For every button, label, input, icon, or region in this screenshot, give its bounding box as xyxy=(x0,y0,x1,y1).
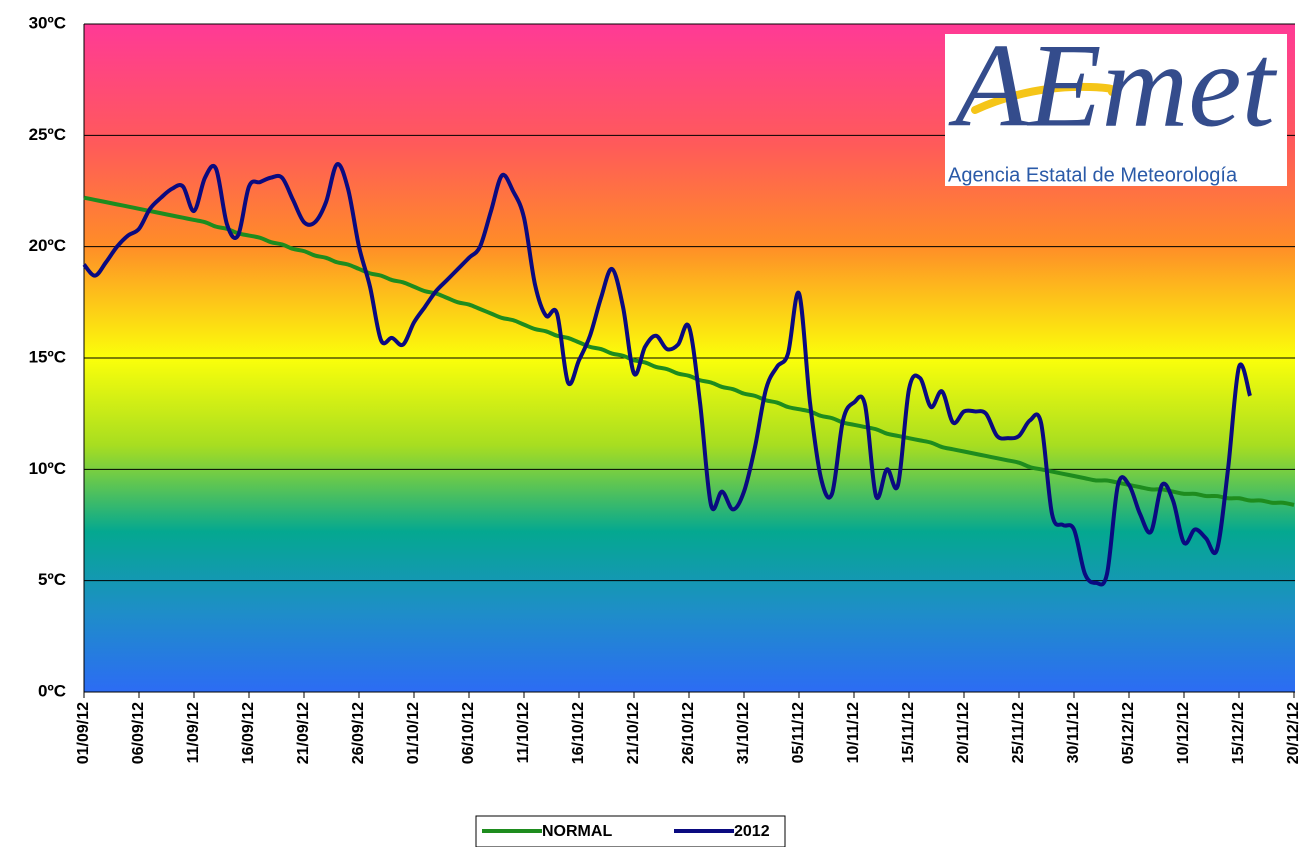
x-tick-label: 21/10/12 xyxy=(625,702,642,764)
x-tick-label: 25/11/12 xyxy=(1010,702,1027,764)
x-tick-label: 26/09/12 xyxy=(350,702,367,764)
x-tick-label: 15/11/12 xyxy=(900,702,917,764)
y-tick-label: 0ºC xyxy=(38,681,66,700)
y-tick-label: 20ºC xyxy=(29,236,66,255)
logo-box xyxy=(945,34,1287,186)
legend-label: NORMAL xyxy=(542,823,612,840)
x-tick-label: 05/12/12 xyxy=(1120,702,1137,764)
y-tick-label: 5ºC xyxy=(38,570,66,589)
logo: AEmet Agencia Estatal de Meteorología xyxy=(945,19,1287,186)
line-1 xyxy=(82,162,1252,587)
x-tick-label: 11/09/12 xyxy=(185,702,202,764)
logo-name: AEmet xyxy=(948,19,1278,152)
x-tick-label: 01/09/12 xyxy=(75,702,92,764)
x-tick-label: 16/10/12 xyxy=(570,702,587,764)
x-tick-label: 15/12/12 xyxy=(1230,702,1247,764)
logo-swoosh xyxy=(971,82,1118,114)
x-tick-label: 21/09/12 xyxy=(295,702,312,764)
x-tick-label: 06/10/12 xyxy=(460,702,477,764)
y-tick-label: 25ºC xyxy=(29,125,66,144)
logo-text: Agencia Estatal de Meteorología xyxy=(948,164,1238,186)
y-tick-label: 30ºC xyxy=(29,13,66,32)
x-tick-label: 11/10/12 xyxy=(515,702,532,764)
line-0 xyxy=(83,195,1295,507)
x-tick-label: 05/11/12 xyxy=(790,702,807,764)
x-tick-label: 30/11/12 xyxy=(1065,702,1082,764)
x-tick-label: 06/09/12 xyxy=(130,702,147,764)
x-tick-label: 01/10/12 xyxy=(405,702,422,764)
x-tick-label: 16/09/12 xyxy=(240,702,257,764)
x-tick-label: 10/12/12 xyxy=(1175,702,1192,764)
x-tick-label: 31/10/12 xyxy=(735,702,752,764)
x-tick-label: 10/11/12 xyxy=(845,702,862,764)
x-tick-label: 26/10/12 xyxy=(680,702,697,764)
x-tick-label: 20/11/12 xyxy=(955,702,972,764)
y-tick-label: 15ºC xyxy=(29,347,66,366)
legend-label: 2012 xyxy=(734,823,770,840)
x-tick-label: 20/12/12 xyxy=(1285,702,1299,764)
y-tick-label: 10ºC xyxy=(29,459,66,478)
